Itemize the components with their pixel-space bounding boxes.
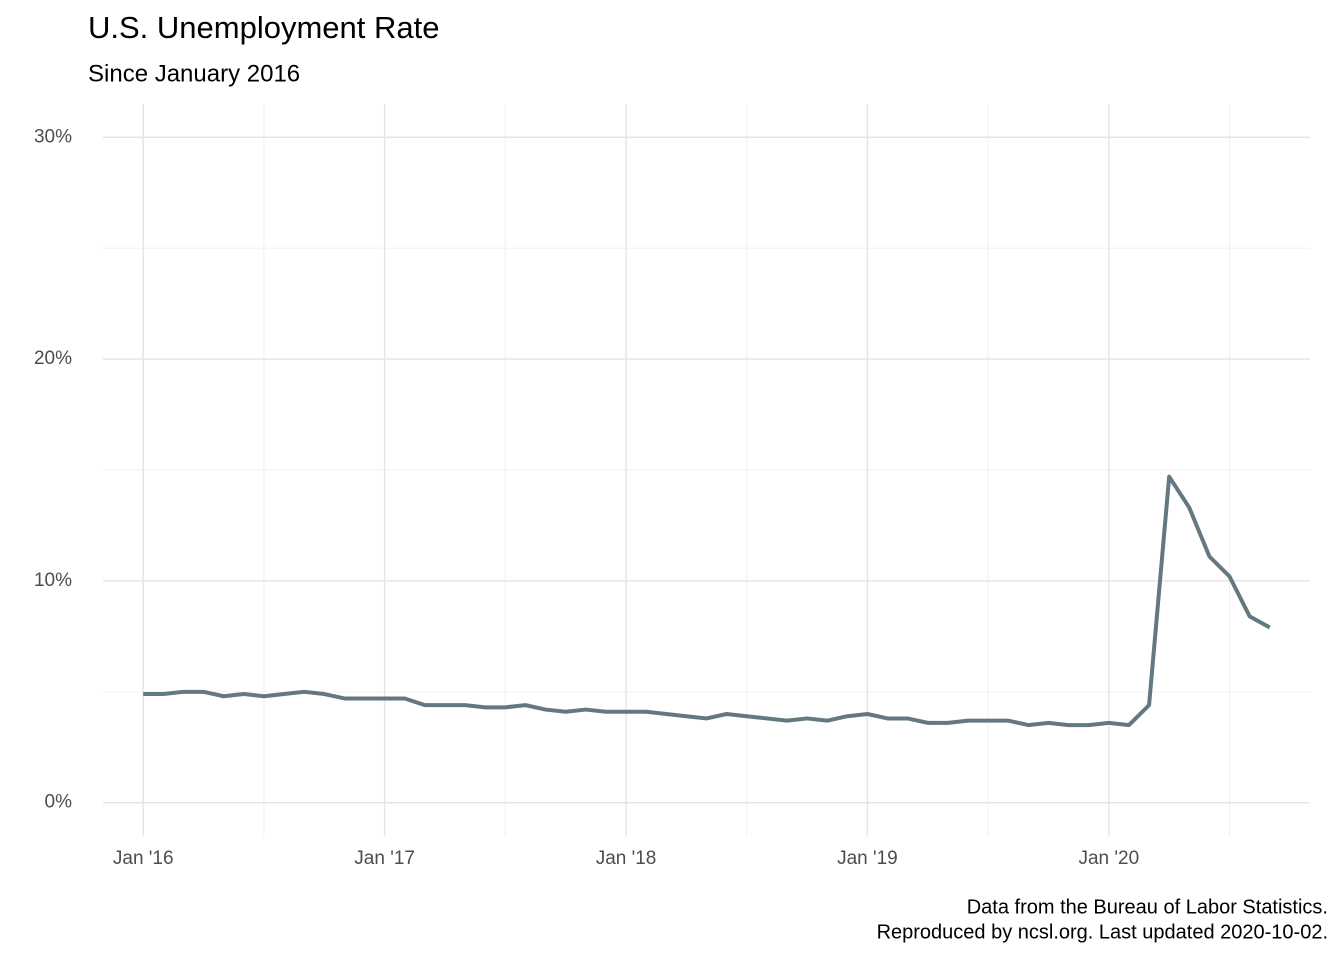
y-tick-label: 10% xyxy=(34,570,72,591)
caption: Reproduced by ncsl.org. Last updated 202… xyxy=(877,921,1328,943)
x-tick-label: Jan '17 xyxy=(354,848,415,869)
caption: Data from the Bureau of Labor Statistics… xyxy=(967,896,1328,918)
y-tick-label: 30% xyxy=(34,126,72,147)
x-tick-label: Jan '16 xyxy=(113,848,174,869)
x-tick-label: Jan '18 xyxy=(596,848,657,869)
x-tick-label: Jan '20 xyxy=(1078,848,1139,869)
data-line xyxy=(143,474,1271,728)
chart-title: U.S. Unemployment Rate xyxy=(88,10,439,45)
y-tick-label: 0% xyxy=(45,792,73,813)
y-tick-label: 20% xyxy=(34,348,72,369)
chart-subtitle: Since January 2016 xyxy=(88,60,300,87)
x-tick-label: Jan '19 xyxy=(837,848,898,869)
